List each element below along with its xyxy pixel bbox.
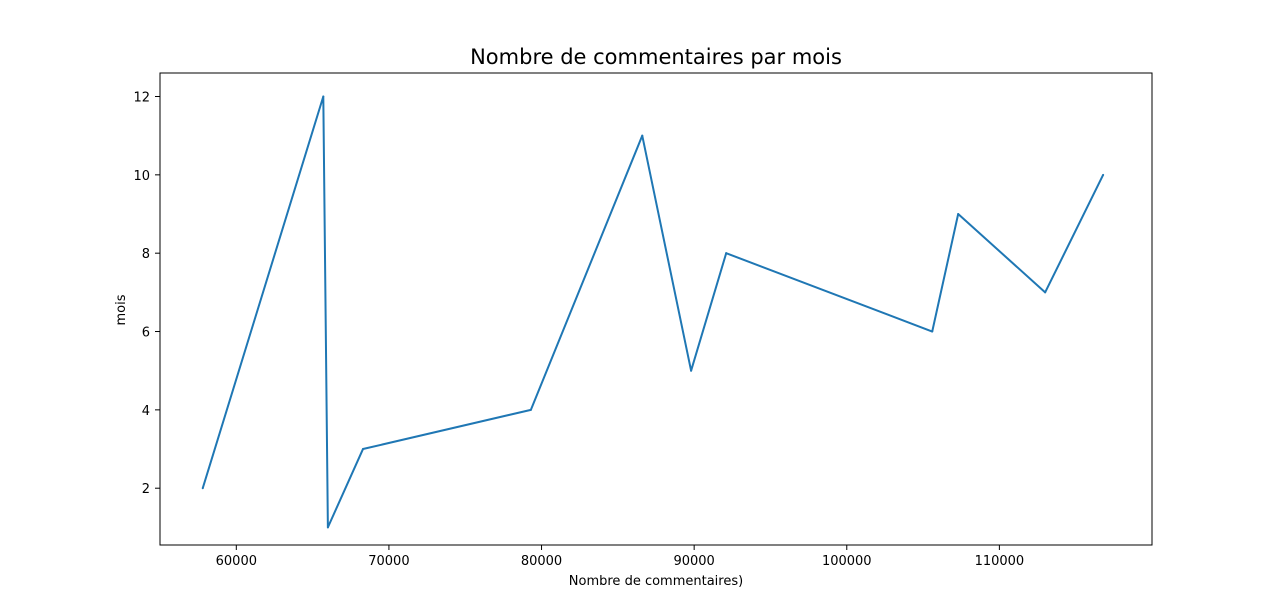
- data-point: [361, 448, 364, 451]
- data-point: [690, 369, 693, 372]
- chart-title: Nombre de commentaires par mois: [470, 45, 842, 69]
- x-tick-label: 90000: [673, 554, 714, 569]
- data-point: [725, 252, 728, 255]
- plot-area: [159, 72, 1153, 546]
- y-axis-label: mois: [114, 294, 129, 325]
- series-line: [201, 95, 1105, 529]
- data-point: [1044, 291, 1047, 294]
- x-tick-label: 70000: [368, 554, 409, 569]
- y-tick-label: 6: [142, 326, 150, 341]
- data-point: [641, 134, 644, 137]
- y-tick-label: 4: [142, 404, 150, 419]
- y-tick-label: 10: [133, 169, 150, 184]
- data-point: [326, 526, 329, 529]
- y-axis: 2 4 6 8 10 12: [133, 91, 160, 497]
- data-point: [529, 408, 532, 411]
- x-axis-label: Nombre de commentaires): [569, 574, 743, 589]
- x-axis: 60000 70000 80000 90000 100000 110000: [216, 545, 1025, 569]
- x-tick-label: 80000: [521, 554, 562, 569]
- data-point: [322, 95, 325, 98]
- x-tick-label: 60000: [216, 554, 257, 569]
- y-tick-label: 12: [133, 91, 150, 106]
- data-point: [957, 213, 960, 216]
- y-tick-label: 8: [142, 247, 150, 262]
- data-point: [1102, 173, 1105, 176]
- y-tick-label: 2: [142, 482, 150, 497]
- data-point: [201, 487, 204, 490]
- x-tick-label: 100000: [822, 554, 872, 569]
- data-point: [931, 330, 934, 333]
- x-tick-label: 110000: [975, 554, 1025, 569]
- plot-frame: [159, 72, 1153, 546]
